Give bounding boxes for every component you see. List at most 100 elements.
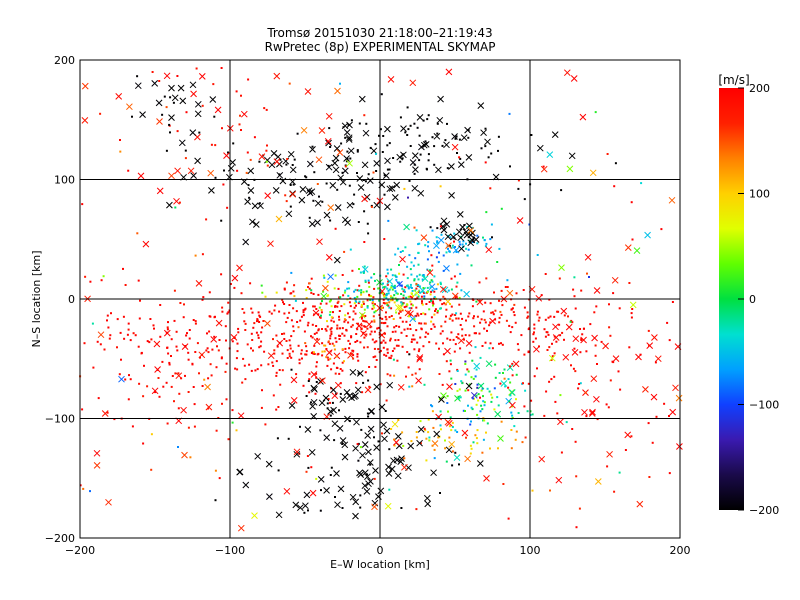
data-point-dot xyxy=(408,254,411,257)
data-point-dot xyxy=(348,301,351,304)
data-point-dot xyxy=(461,334,464,337)
data-point-dot xyxy=(417,295,420,298)
data-point-dot xyxy=(306,455,309,457)
data-point-cross xyxy=(155,99,163,107)
data-point-dot xyxy=(611,360,614,363)
data-point-cross xyxy=(339,437,347,444)
data-point-dot xyxy=(165,381,168,384)
data-point-cross xyxy=(451,292,459,300)
data-point-dot xyxy=(391,350,394,352)
data-point-cross xyxy=(362,129,370,137)
data-point-dot xyxy=(530,399,533,402)
data-point-dot xyxy=(355,333,358,335)
data-point-dot xyxy=(351,324,354,327)
data-point-dot xyxy=(410,273,413,276)
data-point-dot xyxy=(235,429,238,432)
data-point-dot xyxy=(585,415,588,418)
data-point-cross xyxy=(540,165,548,173)
data-point-dot xyxy=(174,206,177,209)
data-point-dot xyxy=(666,321,669,324)
data-point-dot xyxy=(572,288,575,291)
data-point-dot xyxy=(360,293,363,296)
data-point-dot xyxy=(236,169,239,172)
data-point-cross xyxy=(581,408,588,416)
data-point-cross xyxy=(325,112,333,120)
data-point-dot xyxy=(421,303,424,306)
data-point-dot xyxy=(559,334,562,337)
data-point-dot xyxy=(551,355,554,358)
data-point-dot xyxy=(498,316,501,319)
data-point-dot xyxy=(214,469,217,472)
data-point-dot xyxy=(483,239,486,242)
data-point-dot xyxy=(439,398,441,400)
data-point-dot xyxy=(394,330,397,333)
data-point-dot xyxy=(176,130,179,133)
data-point-cross xyxy=(394,472,402,480)
data-point-dot xyxy=(401,157,404,160)
data-point-dot xyxy=(310,401,312,404)
data-point-dot xyxy=(150,468,153,471)
data-point-dot xyxy=(339,327,341,330)
data-point-cross xyxy=(151,80,159,87)
data-point-dot xyxy=(357,359,360,362)
data-point-dot xyxy=(418,242,421,245)
data-point-dot xyxy=(246,151,249,154)
data-point-dot xyxy=(137,279,140,282)
data-point-cross xyxy=(293,448,301,456)
data-point-dot xyxy=(523,306,526,309)
data-point-dot xyxy=(498,299,500,302)
data-point-dot xyxy=(341,348,344,351)
data-point-dot xyxy=(318,195,320,198)
data-point-dot xyxy=(304,175,307,178)
data-point-dot xyxy=(415,431,418,433)
data-point-dot xyxy=(334,496,336,498)
data-point-dot xyxy=(247,184,250,187)
data-point-dot xyxy=(511,307,514,310)
data-point-dot xyxy=(422,312,425,315)
data-point-dot xyxy=(550,359,553,361)
data-point-dot xyxy=(406,351,409,353)
data-point-dot xyxy=(243,364,246,367)
data-point-dot xyxy=(235,357,238,360)
data-point-dot xyxy=(136,75,139,78)
data-point-dot xyxy=(110,312,112,315)
data-point-dot xyxy=(407,287,410,290)
data-point-cross xyxy=(258,153,266,160)
data-point-dot xyxy=(418,368,421,371)
data-point-dot xyxy=(439,332,442,335)
data-point-cross xyxy=(303,491,311,499)
data-point-dot xyxy=(416,312,419,315)
data-point-dot xyxy=(617,370,620,373)
data-point-dot xyxy=(431,229,434,232)
data-point-cross xyxy=(435,166,442,174)
data-point-dot xyxy=(458,463,460,466)
data-point-dot xyxy=(360,315,363,318)
data-point-cross xyxy=(333,470,340,477)
data-point-dot xyxy=(454,451,457,454)
data-point-cross xyxy=(349,368,357,376)
data-point-cross xyxy=(594,478,602,485)
data-point-dot xyxy=(265,108,268,111)
data-point-dot xyxy=(439,281,442,284)
data-point-cross xyxy=(381,435,388,443)
data-point-dot xyxy=(315,325,318,327)
data-point-dot xyxy=(478,281,481,284)
data-point-dot xyxy=(445,360,448,363)
data-point-dot xyxy=(494,309,497,312)
data-point-dot xyxy=(339,82,341,85)
data-point-cross xyxy=(456,211,464,218)
data-point-cross xyxy=(346,201,354,209)
data-point-cross xyxy=(552,334,560,341)
data-point-dot xyxy=(327,294,330,297)
data-point-dot xyxy=(143,364,145,367)
data-point-dot xyxy=(402,153,405,156)
data-point-dot xyxy=(298,358,301,361)
data-point-dot xyxy=(442,269,445,272)
data-point-dot xyxy=(100,279,103,282)
data-point-dot xyxy=(384,285,387,288)
data-point-dot xyxy=(321,300,323,303)
data-point-cross xyxy=(676,443,683,450)
data-point-dot xyxy=(212,83,215,86)
data-point-dot xyxy=(227,438,230,441)
